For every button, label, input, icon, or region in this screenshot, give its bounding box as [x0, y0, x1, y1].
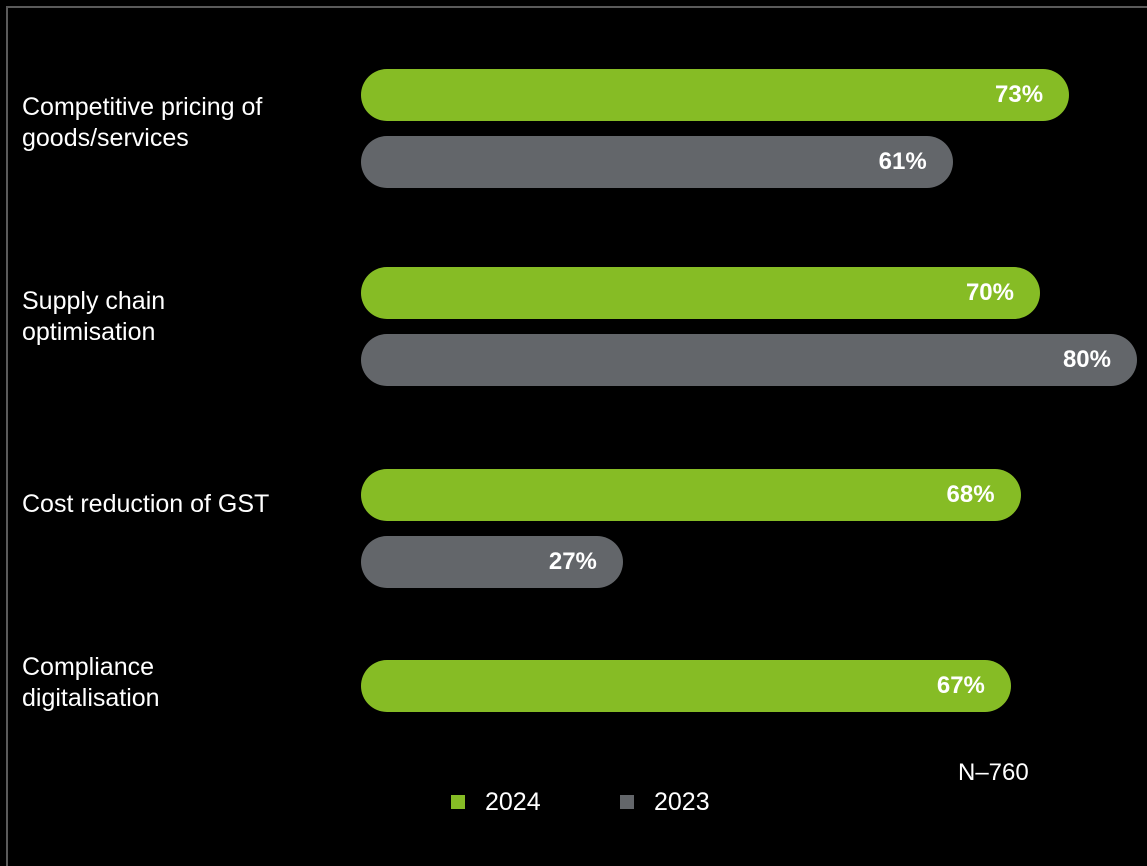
legend-label: 2024	[485, 787, 541, 816]
category-label: Supply chain optimisation	[22, 287, 166, 346]
bar-value-label: 61%	[878, 148, 927, 175]
bar-value-label: 67%	[936, 672, 985, 699]
bar-value-label: 68%	[946, 481, 995, 508]
bar-2024: 73%	[361, 69, 1070, 121]
category-label: Competitive pricing of goods/services	[22, 93, 263, 152]
sample-size-note: N–760	[958, 759, 1029, 786]
bar-2024: 70%	[361, 267, 1040, 319]
legend-label: 2023	[654, 787, 710, 816]
legend-item-2024: 2024	[451, 787, 541, 817]
bar-value-label: 73%	[995, 81, 1044, 108]
legend-item-2023: 2023	[620, 787, 710, 817]
bar-value-label: 27%	[548, 548, 597, 575]
bar-value-label: 70%	[965, 279, 1014, 306]
bar-2023: 61%	[361, 136, 953, 188]
bar-2023: 80%	[361, 334, 1137, 386]
bar-2024: 68%	[361, 469, 1021, 521]
category-label: Compliance digitalisation	[22, 653, 160, 712]
legend-swatch	[451, 795, 465, 809]
legend-swatch	[620, 795, 634, 809]
bar-2023: 27%	[361, 536, 623, 588]
chart-frame	[6, 6, 1147, 866]
bar-value-label: 80%	[1062, 346, 1111, 373]
category-label: Cost reduction of GST	[22, 490, 270, 518]
bar-2024: 67%	[361, 660, 1011, 712]
